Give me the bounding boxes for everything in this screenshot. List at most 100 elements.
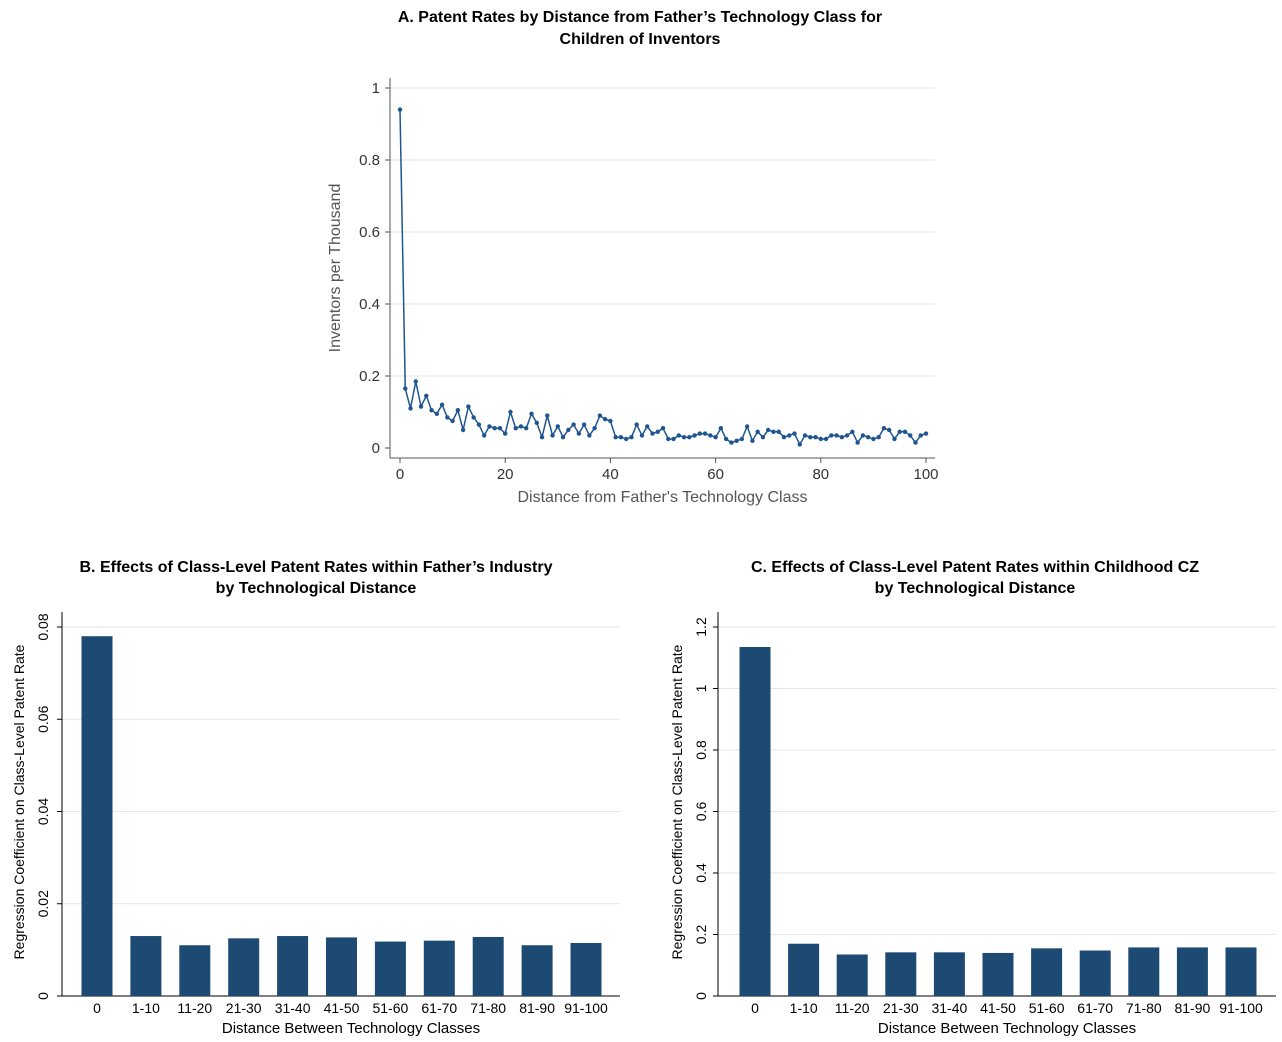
data-point: [408, 406, 413, 411]
y-tick-label: 1.2: [693, 617, 709, 637]
x-axis-label: Distance Between Technology Classes: [222, 1020, 480, 1037]
x-tick-label: 80: [812, 466, 829, 483]
x-tick-label: 21-30: [226, 1000, 262, 1016]
data-point: [592, 426, 597, 431]
data-point: [513, 426, 518, 431]
data-point: [797, 442, 802, 447]
data-point: [818, 436, 823, 442]
x-tick-label: 71-80: [1126, 1000, 1162, 1016]
data-point: [802, 433, 808, 438]
x-tick-label: 11-20: [835, 1000, 870, 1016]
data-point: [560, 435, 566, 440]
data-point: [744, 424, 750, 429]
x-tick-label: 21-30: [883, 1000, 919, 1016]
bar: [1079, 950, 1111, 996]
data-point: [634, 422, 639, 427]
data-point: [908, 433, 913, 438]
data-point: [618, 435, 624, 440]
bar: [326, 937, 357, 996]
data-point: [871, 436, 876, 442]
data-point: [681, 435, 687, 440]
x-tick-label: 41-50: [324, 1000, 360, 1016]
x-tick-label: 51-60: [1029, 1000, 1065, 1016]
data-point: [697, 431, 703, 436]
chart-title-line: by Technological Distance: [216, 580, 417, 597]
x-tick-label: 1-10: [790, 1000, 818, 1016]
data-point: [692, 433, 697, 438]
bar: [277, 936, 309, 996]
y-tick-label: 0.2: [693, 925, 709, 945]
data-point: [829, 433, 834, 438]
bar: [982, 952, 1014, 996]
chart-title-line: B. Effects of Class-Level Patent Rates w…: [80, 559, 553, 576]
data-point: [708, 433, 713, 438]
data-point: [613, 435, 618, 440]
data-point: [534, 420, 539, 425]
y-tick-label: 0.6: [693, 802, 709, 822]
data-point: [629, 435, 634, 440]
data-point: [834, 433, 839, 438]
bar: [739, 646, 771, 996]
data-point: [645, 424, 650, 429]
data-point: [865, 435, 871, 440]
data-point: [897, 429, 902, 434]
data-point: [481, 433, 487, 438]
data-point: [434, 411, 440, 416]
data-point: [771, 429, 776, 434]
data-point: [476, 422, 482, 427]
y-tick-label: 0.6: [359, 224, 380, 241]
y-tick-label: 0.06: [35, 705, 51, 732]
y-tick-label: 1: [372, 80, 380, 97]
data-point: [876, 435, 881, 440]
y-axis-label: Regression Coefficient on Class-Level Pa…: [11, 644, 27, 959]
bar: [1031, 948, 1063, 996]
data-point: [608, 418, 613, 424]
data-point: [581, 422, 587, 427]
data-point: [739, 436, 745, 442]
x-tick-label: 51-60: [372, 1000, 408, 1016]
y-axis-label: Inventors per Thousand: [327, 184, 344, 353]
data-point: [555, 424, 560, 429]
data-point: [723, 436, 729, 442]
data-point: [545, 413, 550, 418]
data-point: [539, 435, 545, 440]
bar: [788, 943, 820, 996]
chart-title-line: Children of Inventors: [560, 31, 721, 48]
y-tick-label: 0.2: [359, 368, 380, 385]
data-point: [655, 429, 660, 434]
x-tick-label: 81-90: [519, 1000, 555, 1016]
data-point: [844, 433, 850, 438]
data-point: [860, 433, 866, 438]
data-point: [602, 417, 608, 422]
y-tick-label: 0.8: [693, 740, 709, 760]
panel-c: C. Effects of Class-Level Patent Rates w…: [669, 559, 1276, 1037]
data-point: [855, 440, 860, 445]
y-tick-label: 1: [693, 684, 709, 692]
data-point: [823, 436, 829, 442]
data-point: [623, 436, 629, 442]
bar: [228, 938, 260, 996]
chart-title-line: A. Patent Rates by Distance from Father’…: [398, 9, 882, 26]
data-point: [503, 431, 508, 436]
data-point: [576, 431, 582, 436]
data-point: [766, 427, 771, 433]
x-tick-label: 31-40: [275, 1000, 311, 1016]
data-point: [650, 431, 655, 436]
bar: [836, 954, 868, 996]
bar: [1176, 947, 1208, 996]
bar: [885, 952, 917, 996]
data-point: [839, 435, 845, 440]
bar: [521, 945, 553, 996]
data-point: [571, 422, 576, 427]
data-point: [792, 431, 797, 436]
y-tick-label: 0.8: [359, 152, 380, 169]
x-tick-label: 60: [707, 466, 724, 483]
x-tick-label: 31-40: [931, 1000, 967, 1016]
y-tick-label: 0.08: [35, 613, 51, 640]
data-point: [902, 429, 908, 434]
bar: [1225, 947, 1257, 996]
bar: [130, 936, 162, 996]
x-axis-label: Distance from Father's Technology Class: [518, 489, 808, 506]
data-point: [455, 408, 461, 413]
data-point: [781, 435, 787, 440]
